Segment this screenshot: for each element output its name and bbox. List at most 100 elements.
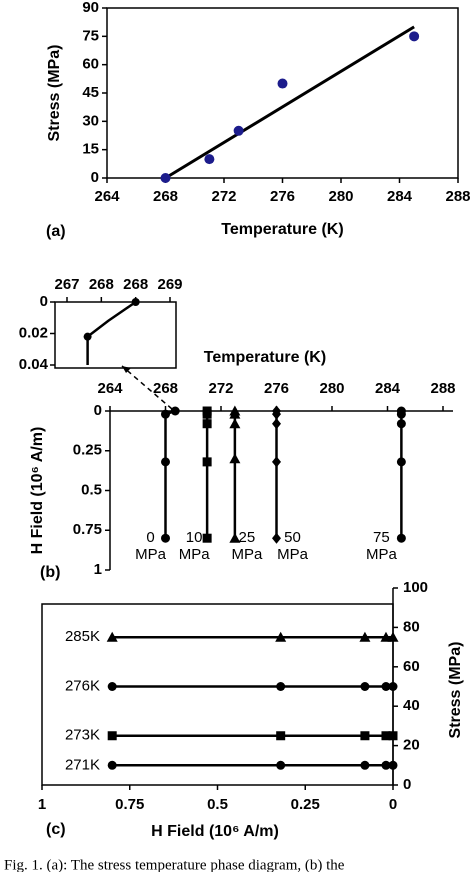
marker (170, 406, 180, 416)
series-label: MPa (231, 546, 263, 563)
y-tick-label: 0 (94, 402, 102, 419)
y-tick-label: 60 (82, 56, 99, 73)
marker (396, 533, 406, 543)
x-tick-label: 280 (328, 188, 353, 205)
marker (359, 631, 371, 642)
marker (380, 631, 392, 642)
inset-arrow (121, 365, 173, 410)
marker (202, 409, 212, 419)
panel-label: (c) (46, 821, 66, 838)
marker (229, 453, 241, 464)
x-tick-label: 264 (97, 380, 123, 397)
x-tick-label: 0 (389, 796, 397, 813)
series-label: 25 (239, 529, 256, 546)
y-tick-label: 0.25 (73, 442, 102, 459)
marker (161, 533, 170, 543)
marker (272, 408, 281, 420)
series-line (164, 409, 176, 539)
marker (106, 631, 118, 642)
y-axis-title: H Field (10⁶ A/m) (29, 427, 46, 555)
marker (107, 682, 117, 691)
marker (229, 408, 241, 419)
marker (229, 532, 241, 543)
marker (276, 760, 286, 770)
marker (202, 533, 212, 543)
marker (360, 731, 370, 741)
marker (160, 173, 171, 183)
series-label: 285K (65, 628, 100, 645)
marker (396, 457, 406, 467)
x-tick-label: 272 (208, 380, 233, 397)
x-tick-label: 280 (319, 380, 344, 397)
marker (381, 682, 391, 691)
y-tick-label: 0.04 (19, 356, 49, 373)
marker (131, 298, 140, 306)
marker (275, 631, 287, 642)
marker (396, 409, 406, 419)
series-label: 75 (373, 529, 390, 546)
y-tick-label: 20 (403, 737, 420, 754)
x-tick-label: 288 (430, 380, 455, 397)
marker (204, 154, 215, 165)
marker (202, 419, 212, 429)
marker (161, 457, 170, 467)
x-tick-label: 269 (157, 276, 182, 293)
x-axis-title: Temperature (K) (221, 221, 343, 238)
series-label: MPa (179, 546, 211, 563)
marker (229, 418, 241, 429)
x-tick-label: 264 (94, 188, 120, 205)
marker (277, 78, 288, 89)
series-label: 50 (284, 529, 301, 546)
x-axis-title: Temperature (K) (204, 349, 326, 366)
x-tick-label: 276 (270, 188, 295, 205)
marker (360, 682, 370, 691)
marker (272, 456, 281, 468)
marker (276, 731, 286, 741)
marker (388, 682, 398, 691)
series-label: 271K (65, 756, 100, 773)
x-tick-label: 276 (264, 380, 289, 397)
x-tick-label: 288 (445, 188, 470, 205)
y-tick-label: 45 (82, 84, 99, 101)
x-tick-label: 284 (375, 380, 401, 397)
series-label: 0 (146, 529, 154, 546)
y-tick-label: 30 (82, 112, 99, 129)
inset-line (86, 300, 137, 365)
y-tick-label: 0 (91, 169, 99, 186)
marker (161, 409, 170, 419)
panel-label: (b) (40, 564, 60, 581)
marker (272, 418, 281, 430)
x-tick-label: 268 (153, 188, 178, 205)
series-label: MPa (135, 546, 167, 563)
y-tick-label: 100 (403, 579, 428, 596)
marker (387, 631, 399, 642)
inset-frame (54, 301, 177, 369)
marker (107, 760, 117, 770)
x-tick-label: 272 (211, 188, 236, 205)
x-tick-label: 284 (387, 188, 413, 205)
marker (272, 532, 281, 544)
y-tick-label: 80 (403, 618, 420, 635)
trend-line (164, 25, 415, 180)
y-tick-label: 40 (403, 697, 420, 714)
y-tick-label: 0.02 (19, 324, 48, 341)
marker (202, 457, 212, 467)
panel-label: (a) (46, 223, 66, 240)
y-axis-title: Stress (MPa) (447, 642, 464, 739)
marker (396, 419, 406, 429)
marker (381, 760, 391, 770)
marker (360, 760, 370, 770)
x-tick-label: 1 (38, 796, 46, 813)
y-tick-label: 1 (94, 561, 102, 578)
marker (388, 760, 398, 770)
y-tick-label: 0 (40, 293, 48, 310)
x-tick-label: 0.75 (115, 796, 144, 813)
y-tick-label: 90 (82, 0, 99, 16)
marker (233, 125, 244, 136)
series-label: 10 (186, 529, 203, 546)
marker (381, 731, 391, 741)
marker (388, 731, 398, 741)
y-axis-title: Stress (MPa) (46, 45, 63, 142)
series-label: MPa (277, 546, 309, 563)
